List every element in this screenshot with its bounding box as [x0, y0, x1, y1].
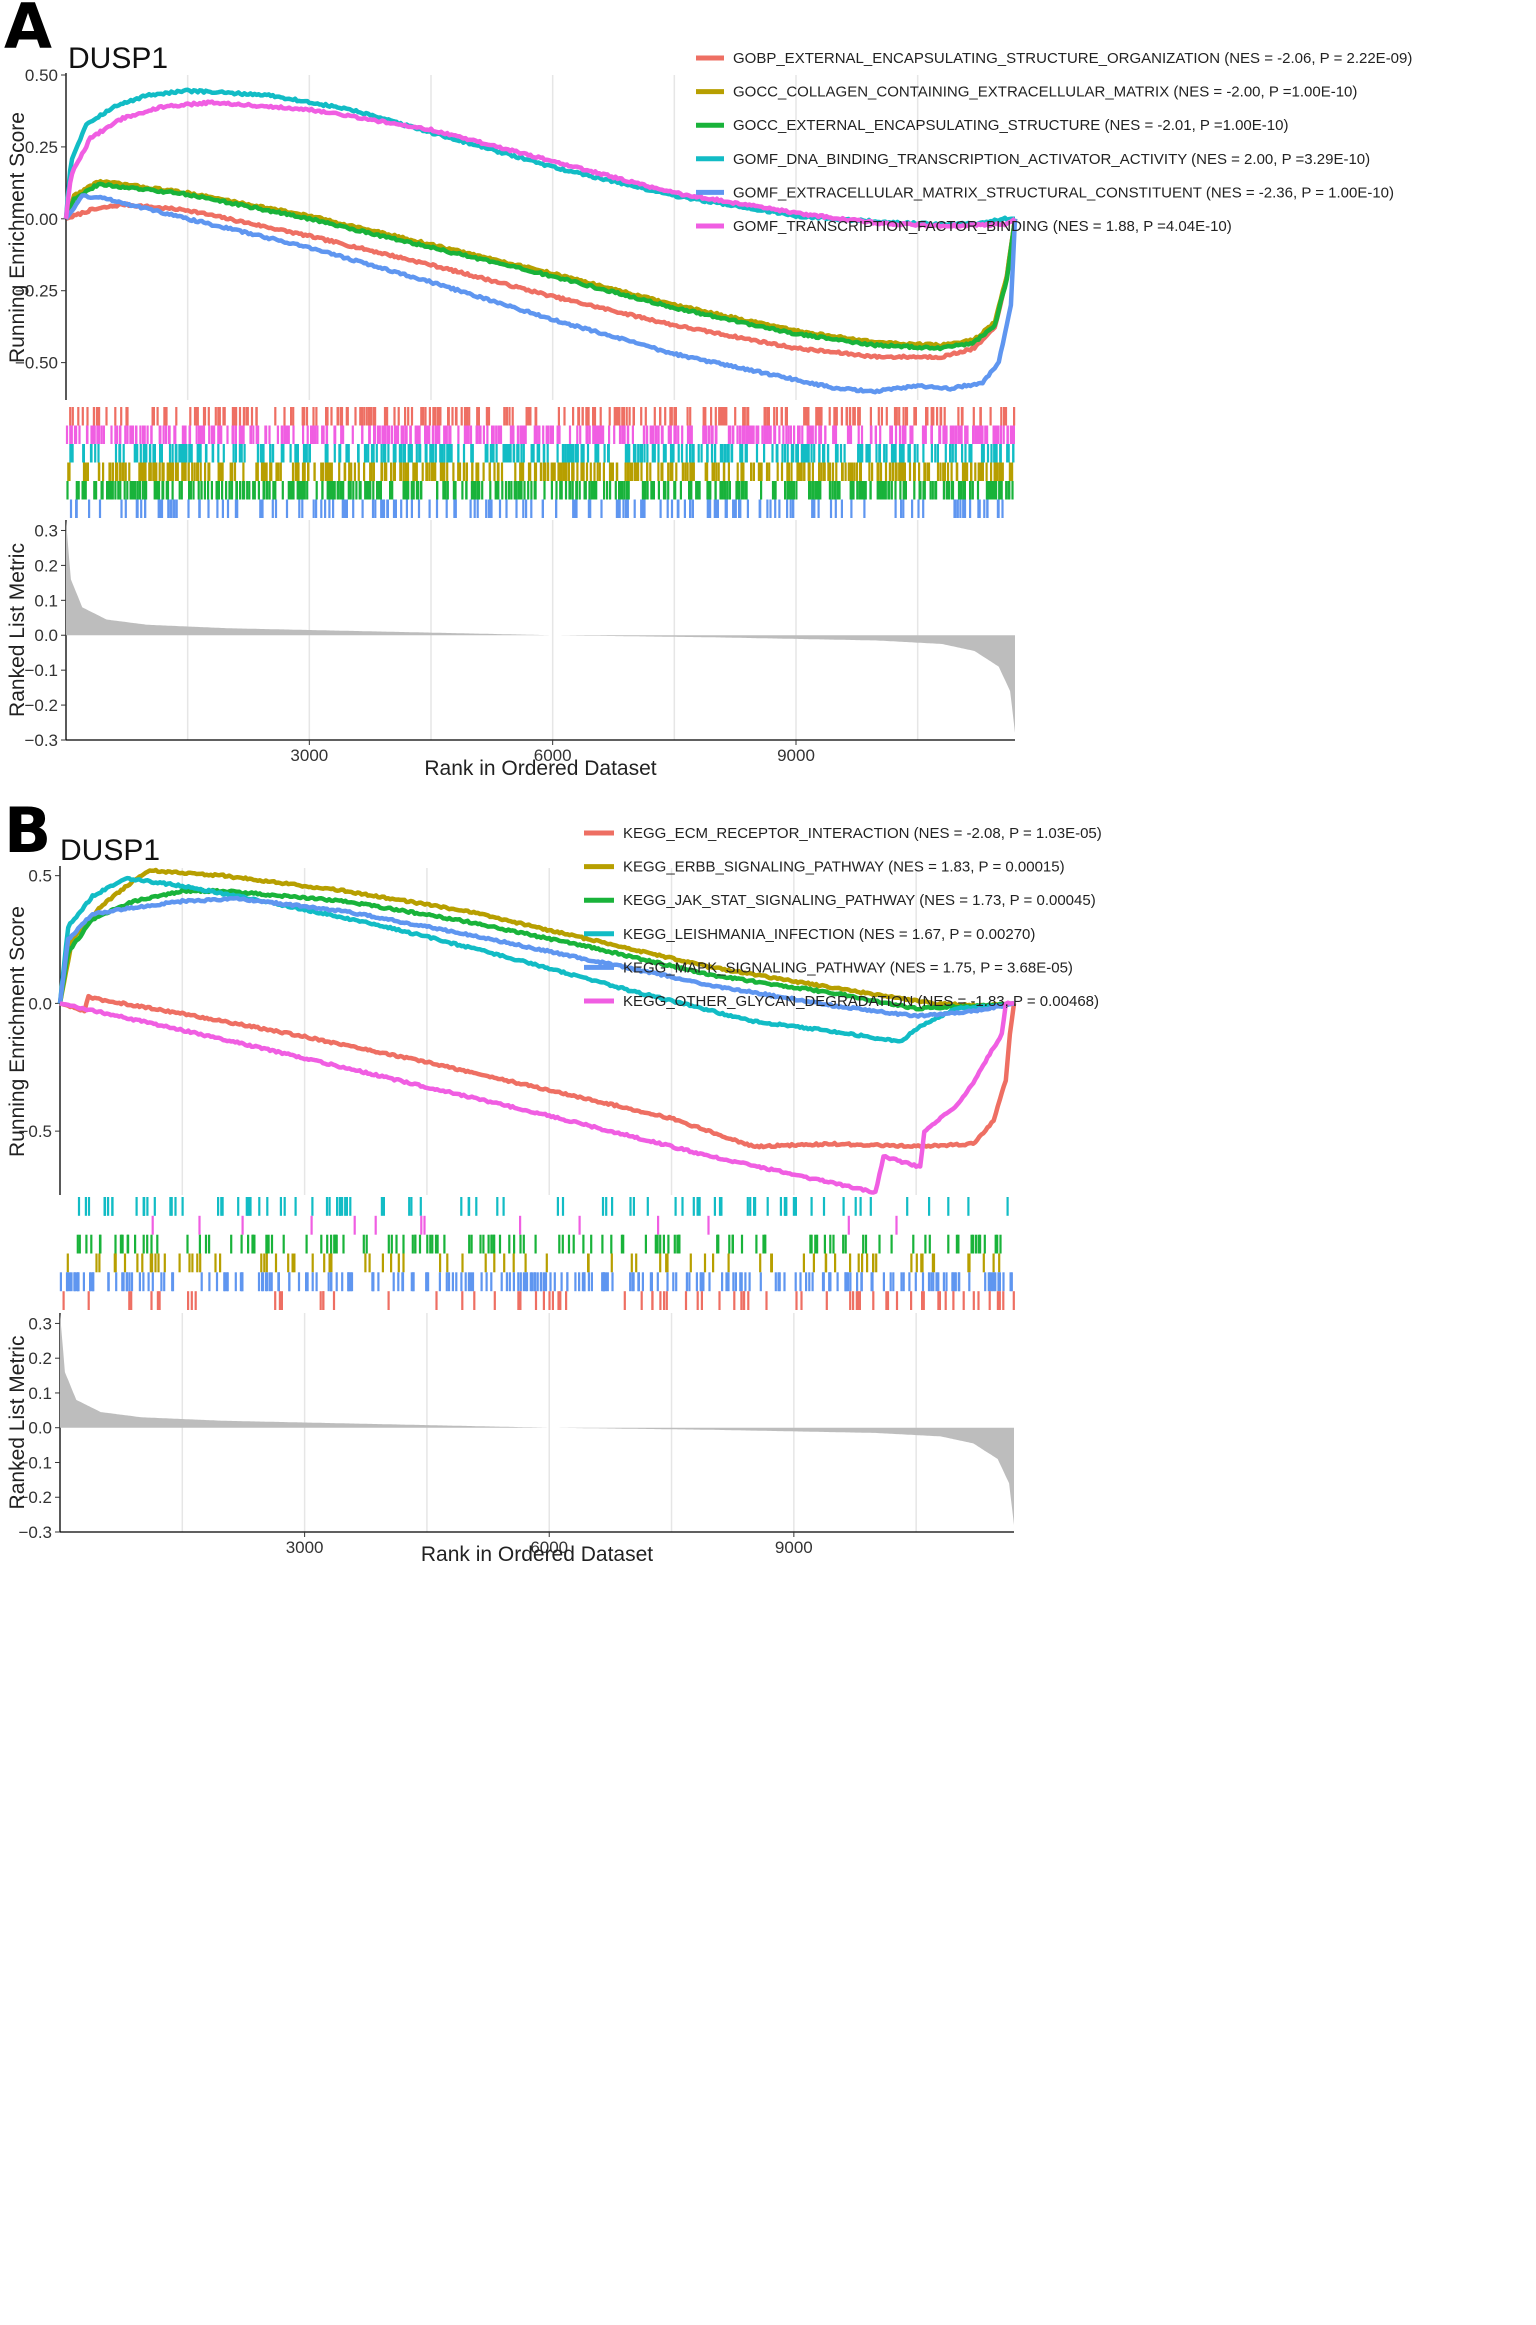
- y-tick-label: 0.00: [25, 210, 58, 229]
- enrichment-line-gocc_collagen_containing_extracellular_matrix: [63, 178, 1018, 349]
- y-tick-label: 0.50: [25, 66, 58, 85]
- x-axis-label: Rank in Ordered Dataset: [421, 1543, 653, 1566]
- y-axis-label: Running Enrichment Score: [6, 906, 29, 1157]
- metric-y-tick-label: 0.1: [34, 591, 58, 610]
- metric-y-tick-label: 0.0: [34, 626, 58, 645]
- rug-row-gocc_external_encapsulating_structure: [66, 481, 1014, 500]
- metric-y-tick-label: −0.1: [24, 661, 58, 680]
- y-tick-label: −0.25: [15, 282, 58, 301]
- enrichment-line-kegg_mapk_signaling_pathway: [57, 895, 1015, 1019]
- enrichment-line-gomf_extracellular_matrix_structural_constituent: [64, 193, 1018, 395]
- rug-row-kegg_jak_stat_signaling_pathway: [76, 1234, 1002, 1254]
- legend-item: KEGG_OTHER_GLYCAN_DEGRADATION (NES = -1.…: [584, 993, 1099, 1010]
- gene-title: DUSP1: [68, 42, 168, 75]
- rug-row-kegg_leishmania_infection: [77, 1197, 1009, 1216]
- rug-row-kegg_erbb_signaling_pathway: [66, 1253, 1001, 1273]
- enrichment-line-kegg_erbb_signaling_pathway: [57, 867, 1015, 1009]
- panel-label: B: [4, 794, 51, 867]
- rug-row-gobp_external_encapsulating_structure_organization: [69, 407, 1016, 426]
- ranked-metric-area: [66, 520, 1015, 733]
- metric-y-tick-label: −0.1: [18, 1453, 52, 1472]
- panel-a: A DUSP1 −0.50 −0.25 0.00 0.25 0.50 −0.3 −0.2 −0.1…: [4, 0, 1412, 780]
- x-tick-label: 6000: [530, 1538, 568, 1557]
- rug-row-gomf_extracellular_matrix_structural_constituent: [69, 499, 1004, 518]
- legend-item: KEGG_LEISHMANIA_INFECTION (NES = 1.67, P…: [584, 926, 1035, 943]
- metric-y-tick-label: 0.2: [34, 556, 58, 575]
- legend-item: GOCC_EXTERNAL_ENCAPSULATING_STRUCTURE (N…: [696, 117, 1288, 134]
- legend-item: KEGG_MAPK_SIGNALING_PATHWAY (NES = 1.75,…: [584, 959, 1073, 976]
- x-tick-label: 6000: [534, 746, 572, 765]
- metric-y-tick-label: −0.2: [24, 696, 58, 715]
- legend-label: KEGG_OTHER_GLYCAN_DEGRADATION (NES = -1.…: [623, 993, 1099, 1010]
- legend-item: GOCC_COLLAGEN_CONTAINING_EXTRACELLULAR_M…: [696, 84, 1357, 101]
- legend-label: GOCC_EXTERNAL_ENCAPSULATING_STRUCTURE (N…: [733, 117, 1288, 134]
- metric-y-tick-label: −0.3: [18, 1523, 52, 1542]
- metric-y-tick-label: 0.2: [28, 1349, 52, 1368]
- metric-y-tick-label: 0.3: [28, 1314, 52, 1333]
- y-tick-label: 0.5: [28, 867, 52, 886]
- rug-row-kegg_other_glycan_degradation: [151, 1215, 898, 1235]
- x-tick-label: 3000: [286, 1538, 324, 1557]
- y-tick-label: −0.5: [18, 1122, 52, 1141]
- enrichment-line-gocc_external_encapsulating_structure: [63, 181, 1018, 352]
- rug-row-gomf_dna_binding_transcription_activator_activity: [69, 444, 1015, 463]
- metric-y-tick-label: 0.1: [28, 1384, 52, 1403]
- metric-axis-label: Ranked List Metric: [6, 543, 29, 717]
- legend-item: KEGG_JAK_STAT_SIGNALING_PATHWAY (NES = 1…: [584, 892, 1096, 909]
- legend-label: GOMF_TRANSCRIPTION_FACTOR_BINDING (NES =…: [733, 218, 1232, 235]
- legend-label: GOBP_EXTERNAL_ENCAPSULATING_STRUCTURE_OR…: [733, 50, 1412, 67]
- rug-row-gocc_collagen_containing_extracellular_matrix: [67, 462, 1014, 481]
- x-axis-label: Rank in Ordered Dataset: [424, 757, 656, 780]
- panel-label: A: [4, 0, 52, 63]
- legend-item: KEGG_ECM_RECEPTOR_INTERACTION (NES = -2.…: [584, 825, 1102, 842]
- legend-label: KEGG_ERBB_SIGNALING_PATHWAY (NES = 1.83,…: [623, 859, 1065, 876]
- legend-item: GOMF_EXTRACELLULAR_MATRIX_STRUCTURAL_CON…: [696, 184, 1394, 201]
- legend-label: GOMF_DNA_BINDING_TRANSCRIPTION_ACTIVATOR…: [733, 151, 1370, 168]
- y-tick-label: 0.25: [25, 138, 58, 157]
- ranked-metric-area: [60, 1313, 1014, 1525]
- legend-label: GOCC_COLLAGEN_CONTAINING_EXTRACELLULAR_M…: [733, 84, 1357, 101]
- enrichment-line-gomf_transcription_factor_binding: [63, 99, 1017, 229]
- metric-y-tick-label: 0.3: [34, 521, 58, 540]
- legend-label: KEGG_ECM_RECEPTOR_INTERACTION (NES = -2.…: [623, 825, 1102, 842]
- rug-row-gomf_transcription_factor_binding: [65, 425, 1016, 444]
- x-tick-label: 3000: [290, 746, 328, 765]
- metric-y-tick-label: 0.0: [28, 1419, 52, 1438]
- y-axis-label: Running Enrichment Score: [6, 112, 29, 363]
- metric-axis-label: Ranked List Metric: [6, 1336, 29, 1510]
- legend-label: GOMF_EXTRACELLULAR_MATRIX_STRUCTURAL_CON…: [733, 184, 1394, 201]
- enrichment-line-kegg_leishmania_infection: [57, 875, 1015, 1044]
- panel-b: B DUSP1 −0.5 0.0 0.5 −0.3 −0.2 −0.1 0.0 0.1 0.2 0.3…: [4, 794, 1102, 1566]
- legend-label: KEGG_LEISHMANIA_INFECTION (NES = 1.67, P…: [623, 926, 1035, 943]
- legend-item: KEGG_ERBB_SIGNALING_PATHWAY (NES = 1.83,…: [584, 859, 1065, 876]
- rug-row-kegg_ecm_receptor_interaction: [62, 1291, 1015, 1310]
- legend-item: GOMF_DNA_BINDING_TRANSCRIPTION_ACTIVATOR…: [696, 151, 1370, 168]
- metric-y-tick-label: −0.3: [24, 731, 58, 750]
- x-tick-label: 9000: [775, 1538, 813, 1557]
- legend-label: KEGG_JAK_STAT_SIGNALING_PATHWAY (NES = 1…: [623, 892, 1096, 909]
- x-tick-label: 9000: [777, 746, 815, 765]
- legend-label: KEGG_MAPK_SIGNALING_PATHWAY (NES = 1.75,…: [623, 959, 1073, 976]
- metric-y-tick-label: −0.2: [18, 1488, 52, 1507]
- enrichment-line-kegg_other_glycan_degradation: [59, 1000, 1015, 1195]
- rug-row-kegg_mapk_signaling_pathway: [59, 1272, 1013, 1292]
- gene-title: DUSP1: [60, 834, 160, 867]
- y-tick-label: 0.0: [28, 994, 52, 1013]
- enrichment-line-kegg_ecm_receptor_interaction: [59, 993, 1017, 1150]
- enrichment-line-gobp_external_encapsulating_structure_organization: [65, 201, 1018, 361]
- legend-item: GOBP_EXTERNAL_ENCAPSULATING_STRUCTURE_OR…: [696, 50, 1412, 67]
- y-tick-label: −0.50: [15, 354, 58, 373]
- legend-item: GOMF_TRANSCRIPTION_FACTOR_BINDING (NES =…: [696, 218, 1232, 235]
